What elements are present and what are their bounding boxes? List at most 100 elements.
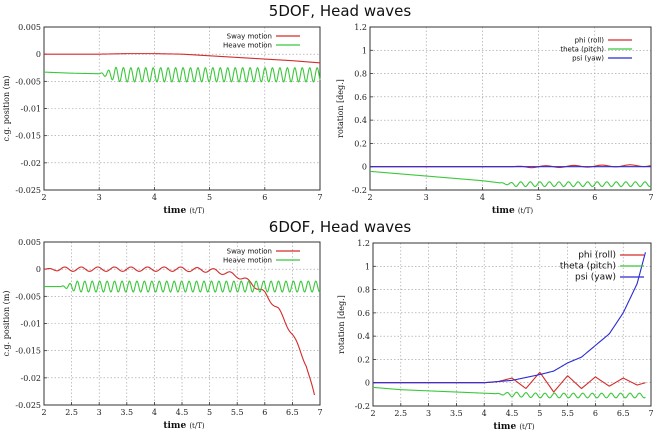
x-tick-label: 6 (262, 408, 267, 417)
y-tick-label: 0.6 (357, 309, 370, 318)
x-tick-label: 5.5 (561, 409, 574, 418)
x-axis-label-unit: (t/T) (518, 207, 534, 215)
y-tick-label: 0.005 (18, 23, 41, 32)
x-axis-label-main: time (493, 422, 519, 432)
x-axis-label: time (t/T) (163, 206, 205, 216)
x-tick-label: 2 (370, 409, 375, 418)
x-tick-label: 6 (262, 193, 267, 202)
y-tick-label: 0.8 (357, 286, 370, 295)
x-tick-label: 4.5 (176, 408, 189, 417)
legend-label: Sway motion (227, 33, 272, 41)
series-line-theta (369, 170, 652, 188)
y-tick-label: -0.025 (15, 186, 41, 195)
x-axis-label: time (t/T) (493, 422, 535, 432)
top-section-title: 5DOF, Head waves (269, 2, 412, 20)
x-tick-label: 3 (424, 193, 429, 202)
x-tick-label: 7 (317, 408, 322, 417)
y-tick-label: 0 (365, 379, 370, 388)
y-tick-label: 0.4 (357, 332, 370, 341)
y-tick-label: -0.01 (20, 320, 41, 329)
x-tick-label: 6.5 (617, 409, 630, 418)
x-axis-label: time (t/T) (163, 421, 205, 431)
chart-panel-2: 2 3 4 5 6 7 1.2 1 0.8 0.6 0.4 0.2 0 -0.2 time (t/T) rot… (336, 23, 654, 216)
x-axis-label-unit: (t/T) (189, 422, 205, 430)
x-tick-label: 3.5 (120, 408, 133, 417)
x-tick-label: 4 (480, 193, 485, 202)
x-tick-label: 6 (593, 409, 598, 418)
x-tick-label: 3 (426, 409, 431, 418)
series-line-heave (44, 280, 321, 293)
y-tick-label: 0 (36, 50, 41, 59)
plot-frame (43, 26, 321, 191)
plot-frame (43, 241, 321, 406)
legend-label: theta (pitch) (560, 46, 604, 54)
series-line-theta (372, 386, 646, 399)
legend-label: Heave motion (223, 42, 272, 50)
series-line-sway (44, 53, 321, 64)
y-tick-label: 1 (362, 46, 367, 55)
y-axis-label: c.g. position (m) (2, 76, 11, 142)
bottom-section-title: 6DOF, Head waves (269, 218, 412, 236)
y-tick-label: -0.2 (355, 402, 370, 411)
x-tick-label: 3.5 (450, 409, 463, 418)
y-tick-label: 1 (365, 262, 370, 271)
x-tick-label: 2 (367, 193, 372, 202)
y-tick-label: 1.2 (357, 239, 370, 248)
x-tick-label: 2.5 (394, 409, 407, 418)
x-tick-label: 4 (152, 193, 157, 202)
y-tick-label: 0.2 (354, 139, 367, 148)
x-tick-label: 2.5 (65, 408, 78, 417)
x-axis-label-main: time (163, 421, 189, 431)
legend-label: phi (roll) (575, 37, 605, 45)
x-axis-label-unit: (t/T) (189, 207, 205, 215)
y-tick-label: -0.02 (20, 159, 41, 168)
chart-panel-3: 2 2.5 3 3.5 4 4.5 5 5.5 6 6.5 7 0.005 0 -0.005 -0.01 -0… (2, 238, 323, 431)
y-tick-label: 0.005 (18, 238, 41, 247)
x-tick-label: 5 (537, 409, 542, 418)
y-tick-label: -0.005 (15, 292, 41, 301)
x-tick-label: 7 (317, 193, 322, 202)
chart-panel-4: 2 2.5 3 3.5 4 4.5 5 5.5 6 6.5 7 1.2 1 0.8 0.6 0.4 0.2 0 -0… (337, 239, 654, 432)
x-axis-label-main: time (163, 206, 189, 216)
y-tick-label: -0.02 (20, 374, 41, 383)
y-tick-label: 0.6 (354, 93, 367, 102)
x-tick-label: 4 (152, 408, 157, 417)
series-line-heave (43, 66, 321, 83)
y-tick-label: 0.4 (354, 116, 367, 125)
y-tick-label: 1.2 (354, 23, 367, 32)
y-tick-label: -0.015 (15, 132, 41, 141)
x-tick-label: 3 (97, 193, 102, 202)
x-tick-label: 7 (648, 409, 653, 418)
legend-label: psi (yaw) (572, 55, 604, 63)
x-axis-label-unit: (t/T) (519, 423, 535, 431)
x-tick-label: 6 (592, 193, 597, 202)
y-axis-label: c.g. position (m) (2, 291, 11, 357)
x-axis-label-main: time (492, 206, 518, 216)
x-tick-label: 2 (41, 193, 46, 202)
y-tick-label: -0.01 (20, 105, 41, 114)
legend-label: theta (pitch) (560, 262, 616, 272)
y-axis-label: rotation [deg.] (336, 79, 345, 138)
x-tick-label: 4.5 (506, 409, 519, 418)
y-tick-label: -0.025 (15, 401, 41, 410)
x-tick-label: 4 (482, 409, 487, 418)
y-tick-label: -0.015 (15, 347, 41, 356)
y-axis-label: rotation [deg.] (337, 295, 346, 354)
y-tick-label: 0 (362, 163, 367, 172)
y-tick-label: 0.2 (357, 355, 370, 364)
x-tick-label: 5 (536, 193, 541, 202)
x-tick-label: 3 (97, 408, 102, 417)
x-tick-label: 5.5 (231, 408, 244, 417)
x-axis-label: time (t/T) (492, 206, 534, 216)
x-tick-label: 7 (648, 193, 653, 202)
charts: 2 3 4 5 6 70.0050-0.005-0.01-0.015-0.02-0.025… (2, 23, 654, 432)
series-line-sway (43, 266, 316, 396)
y-tick-label: -0.005 (15, 77, 41, 86)
legend-label: Sway motion (227, 248, 272, 256)
y-tick-label: 0 (36, 265, 41, 274)
y-tick-label: -0.2 (352, 186, 367, 195)
series-line-psi (373, 252, 646, 384)
x-tick-label: 5 (207, 408, 212, 417)
x-tick-label: 2 (41, 408, 46, 417)
